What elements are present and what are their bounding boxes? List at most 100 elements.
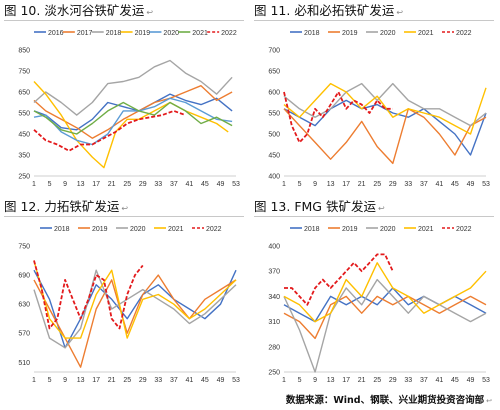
series-line-2017 xyxy=(33,85,233,139)
legend-label: 2018 xyxy=(54,226,70,233)
x-tick-label: 9 xyxy=(313,181,317,188)
x-tick-label: 21 xyxy=(108,181,116,188)
y-tick-label: 400 xyxy=(268,244,280,251)
series-line-2022 xyxy=(33,110,186,152)
series-line-2021 xyxy=(33,260,237,339)
x-tick-label: 37 xyxy=(420,181,428,188)
x-tick-label: 13 xyxy=(77,181,85,188)
x-tick-label: 37 xyxy=(170,181,178,188)
x-tick-label: 29 xyxy=(389,181,397,188)
x-tick-label: 17 xyxy=(92,377,100,384)
chart-title: 图 13. FMG 铁矿发运 ↩ xyxy=(254,198,494,217)
y-tick-label: 370 xyxy=(268,269,280,276)
chart-svg: 2018 2019 2020 2021 2022 250 280 310 340 370 400 1 5… xyxy=(268,226,490,384)
x-tick-label: 13 xyxy=(327,181,335,188)
x-tick-label: 49 xyxy=(217,377,225,384)
x-tick-label: 29 xyxy=(389,377,397,384)
x-tick-label: 45 xyxy=(201,181,209,188)
chart-title: 图 12. 力拓铁矿发运 ↩ xyxy=(4,198,244,217)
series-line-2016 xyxy=(33,93,233,131)
chart-title: 图 11. 必和必拓铁矿发运 ↩ xyxy=(254,2,494,21)
y-tick-label: 280 xyxy=(268,344,280,351)
x-tick-label: 33 xyxy=(154,181,162,188)
y-tick-label: 750 xyxy=(18,69,30,76)
legend-label: 2018 xyxy=(106,30,122,37)
x-tick-label: 5 xyxy=(298,377,302,384)
x-tick-label: 25 xyxy=(373,377,381,384)
x-tick-label: 13 xyxy=(327,377,335,384)
chart-panel-3: 图 12. 力拓铁矿发运 ↩ 2018 2019 2020 2021 2022 510 570… xyxy=(4,198,244,390)
legend-label: 2019 xyxy=(135,30,151,37)
y-tick-label: 400 xyxy=(268,174,280,181)
chart-panel-2: 图 11. 必和必拓铁矿发运 ↩ 2018 2019 2020 2021 2022 400 4… xyxy=(254,2,494,194)
legend-label: 2021 xyxy=(418,226,434,233)
legend-label: 2018 xyxy=(304,30,320,37)
series-line-2020 xyxy=(33,97,233,146)
x-tick-label: 9 xyxy=(63,181,67,188)
x-tick-label: 9 xyxy=(63,377,67,384)
chart-svg: 2018 2019 2020 2021 2022 400 450 500 550 600 650 70… xyxy=(268,30,490,188)
x-tick-label: 41 xyxy=(435,377,443,384)
y-tick-label: 250 xyxy=(268,370,280,377)
x-tick-label: 1 xyxy=(32,377,36,384)
x-tick-label: 17 xyxy=(92,181,100,188)
x-tick-label: 29 xyxy=(139,377,147,384)
x-tick-label: 49 xyxy=(467,181,475,188)
series-line-2020 xyxy=(283,278,487,373)
x-tick-label: 53 xyxy=(232,377,240,384)
y-tick-label: 700 xyxy=(268,48,280,55)
y-tick-label: 510 xyxy=(18,360,30,367)
legend-label: 2017 xyxy=(77,30,93,37)
y-tick-label: 340 xyxy=(268,294,280,301)
y-tick-label: 850 xyxy=(18,48,30,55)
legend-label: 2021 xyxy=(168,226,184,233)
legend-label: 2020 xyxy=(380,30,396,37)
x-tick-label: 53 xyxy=(482,181,490,188)
chart-svg: 2018 2019 2020 2021 2022 510 570 630 690 750 1 5 9 13… xyxy=(18,226,240,384)
x-tick-label: 41 xyxy=(435,181,443,188)
x-tick-label: 5 xyxy=(298,181,302,188)
chart-title: 图 10. 淡水河谷铁矿发运 ↩ xyxy=(4,2,244,21)
x-tick-label: 1 xyxy=(282,377,286,384)
legend-label: 2019 xyxy=(342,30,358,37)
y-tick-label: 550 xyxy=(268,111,280,118)
x-tick-label: 13 xyxy=(77,377,85,384)
legend-label: 2021 xyxy=(192,30,208,37)
x-tick-label: 25 xyxy=(123,181,131,188)
x-tick-label: 49 xyxy=(467,377,475,384)
x-tick-label: 29 xyxy=(139,181,147,188)
legend-label: 2020 xyxy=(163,30,179,37)
y-tick-label: 750 xyxy=(18,244,30,251)
legend-label: 2022 xyxy=(456,226,472,233)
x-tick-label: 1 xyxy=(32,181,36,188)
x-tick-label: 5 xyxy=(48,181,52,188)
y-tick-label: 450 xyxy=(18,132,30,139)
y-tick-label: 350 xyxy=(18,153,30,160)
x-tick-label: 21 xyxy=(358,377,366,384)
y-tick-label: 600 xyxy=(268,90,280,97)
x-tick-label: 21 xyxy=(358,181,366,188)
chart-panel-4: 图 13. FMG 铁矿发运 ↩ 2018 2019 2020 2021 2022 250 2… xyxy=(254,198,494,390)
x-tick-label: 33 xyxy=(154,377,162,384)
x-tick-label: 17 xyxy=(342,377,350,384)
series-line-2020 xyxy=(33,269,237,349)
x-tick-label: 33 xyxy=(404,181,412,188)
legend-label: 2022 xyxy=(456,30,472,37)
x-tick-label: 41 xyxy=(185,181,193,188)
x-tick-label: 33 xyxy=(404,377,412,384)
legend-label: 2022 xyxy=(206,226,222,233)
x-tick-label: 45 xyxy=(451,181,459,188)
series-line-2022 xyxy=(33,260,144,330)
series-line-2019 xyxy=(33,274,237,368)
legend-label: 2019 xyxy=(342,226,358,233)
series-line-2018 xyxy=(283,99,487,156)
x-tick-label: 1 xyxy=(282,181,286,188)
x-tick-label: 25 xyxy=(123,377,131,384)
x-tick-label: 5 xyxy=(48,377,52,384)
x-tick-label: 37 xyxy=(170,377,178,384)
y-tick-label: 650 xyxy=(18,90,30,97)
x-tick-label: 17 xyxy=(342,181,350,188)
legend-label: 2021 xyxy=(418,30,434,37)
x-tick-label: 53 xyxy=(482,377,490,384)
series-line-2019 xyxy=(33,81,229,169)
